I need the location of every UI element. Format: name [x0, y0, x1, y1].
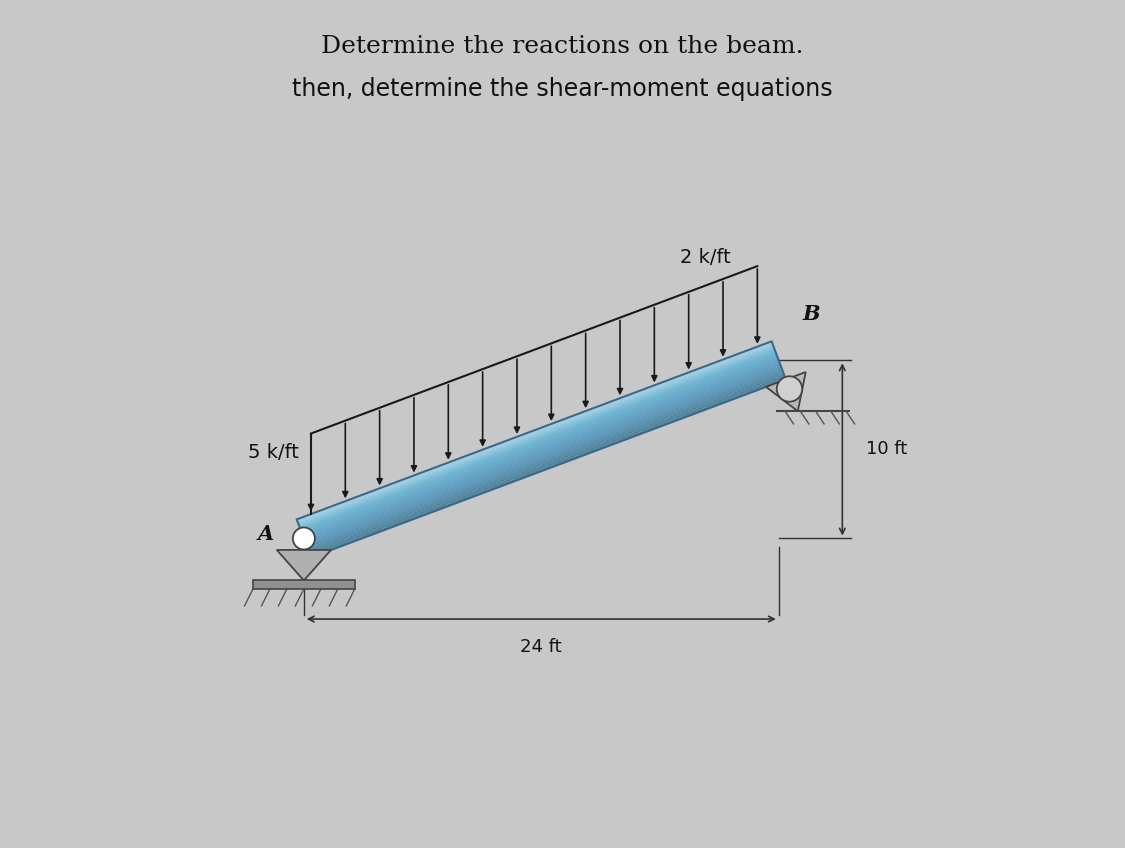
Text: 5 k/ft: 5 k/ft	[248, 443, 298, 462]
Polygon shape	[305, 362, 780, 542]
Circle shape	[292, 527, 315, 550]
Text: A: A	[258, 524, 273, 544]
Text: 24 ft: 24 ft	[521, 638, 562, 656]
Polygon shape	[307, 370, 783, 550]
Polygon shape	[766, 372, 805, 411]
Polygon shape	[308, 371, 784, 552]
Polygon shape	[300, 351, 776, 531]
Polygon shape	[302, 353, 776, 533]
Text: B: B	[802, 304, 820, 324]
Polygon shape	[303, 357, 778, 537]
Polygon shape	[307, 368, 782, 548]
Polygon shape	[297, 343, 773, 523]
Polygon shape	[299, 349, 775, 529]
Polygon shape	[298, 345, 774, 525]
Polygon shape	[306, 366, 782, 546]
Text: 2 k/ft: 2 k/ft	[681, 248, 731, 267]
Polygon shape	[299, 347, 774, 527]
Polygon shape	[309, 376, 785, 555]
Polygon shape	[309, 374, 784, 554]
Text: 10 ft: 10 ft	[866, 440, 908, 459]
Text: Determine the reactions on the beam.: Determine the reactions on the beam.	[322, 35, 803, 59]
Polygon shape	[277, 550, 331, 581]
Text: then, determine the shear-moment equations: then, determine the shear-moment equatio…	[292, 77, 832, 101]
Circle shape	[776, 377, 802, 402]
Polygon shape	[304, 360, 780, 540]
Polygon shape	[297, 342, 772, 522]
Polygon shape	[305, 364, 781, 544]
Polygon shape	[253, 581, 354, 589]
Polygon shape	[310, 377, 786, 557]
Polygon shape	[302, 354, 777, 535]
Polygon shape	[303, 359, 778, 538]
